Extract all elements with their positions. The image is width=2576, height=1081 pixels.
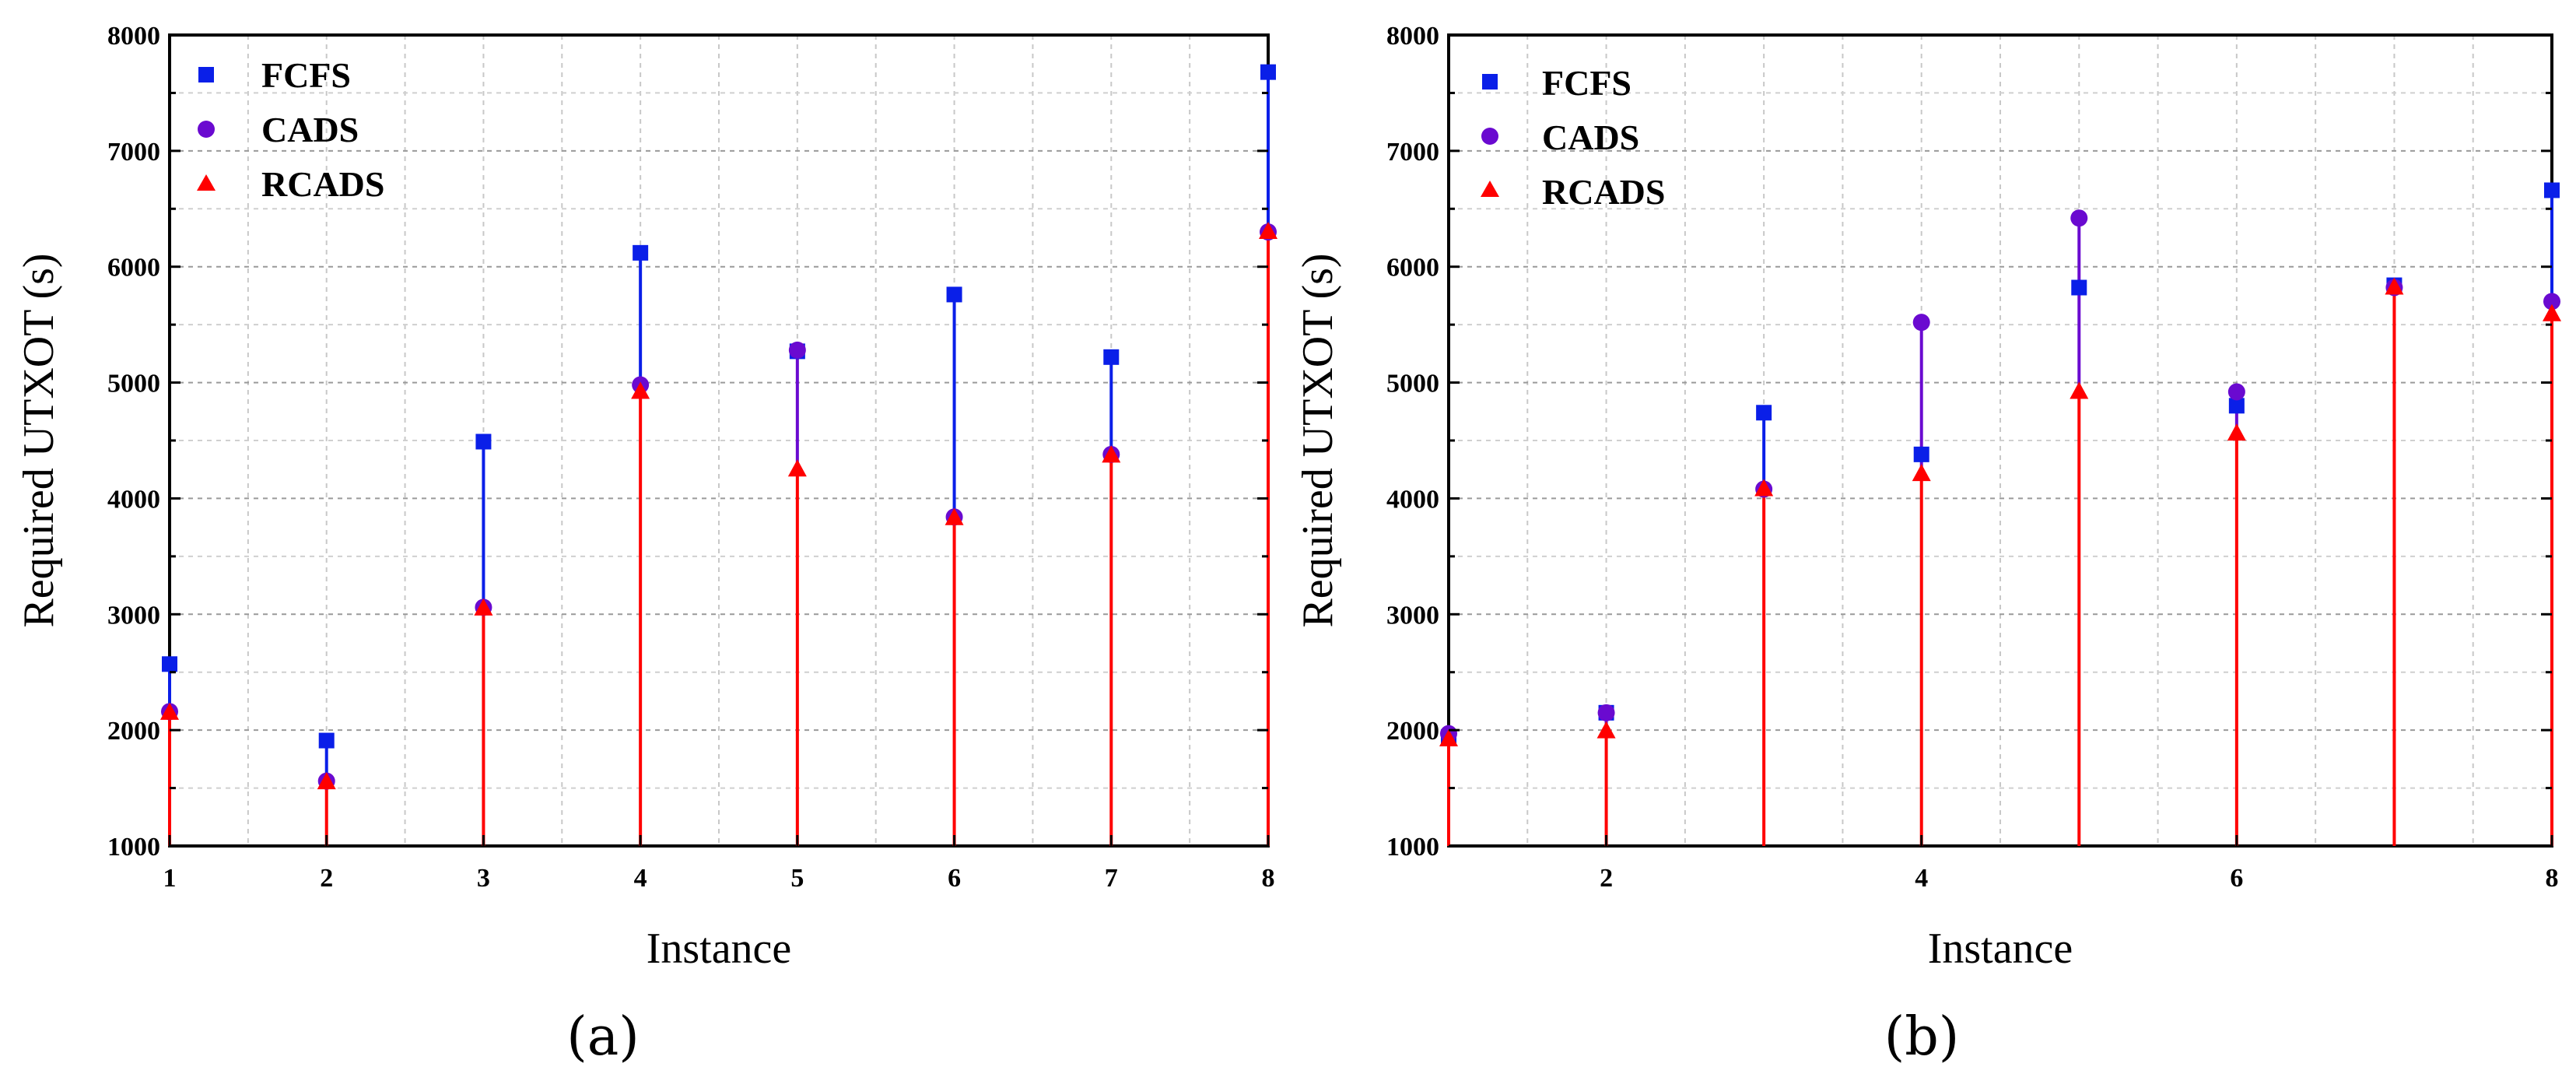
panel-a-markers [160,64,1277,790]
legend-fcfs-marker [1482,74,1498,89]
point-cads [2070,209,2088,227]
point-fcfs [1913,446,1929,462]
legend-rcads-marker [1481,181,1499,197]
x-tick-label: 3 [477,864,490,893]
point-rcads [2385,277,2404,295]
legend-fcfs-label: FCFS [261,55,351,95]
panel-b-y-axis-label: Required UTXOT (s) [1294,253,1342,627]
y-tick-label: 3000 [1386,601,1439,630]
point-rcads [1596,721,1616,739]
legend-cads-marker [198,121,215,138]
y-tick-label: 2000 [1386,717,1439,746]
point-rcads [2543,304,2561,321]
x-tick-label: 8 [1262,864,1275,893]
panel-b-markers [1439,182,2561,747]
y-tick-label: 1000 [107,833,160,862]
point-rcads [317,772,336,790]
panel-b-ticks: 1000 2000 3000 4000 5000 6000 7000 8000 2 4 6 8 [1386,22,2559,893]
panel-a-ticks: 1000 2000 3000 4000 5000 6000 7000 8000 1 2 3 4 5 6 7 8 [107,22,1275,893]
panel-a-caption: (a) [566,1006,640,1068]
point-fcfs [633,244,649,261]
point-fcfs [1756,405,1772,421]
point-fcfs [2228,398,2245,414]
x-tick-label: 6 [948,864,961,893]
point-fcfs [2071,279,2087,296]
x-tick-label: 4 [634,864,647,893]
y-tick-label: 4000 [107,485,160,514]
legend-rcads-label: RCADS [261,164,384,204]
x-tick-label: 6 [2230,864,2243,893]
point-rcads [1102,445,1121,463]
point-fcfs [318,732,335,749]
point-cads [788,341,806,359]
y-tick-label: 6000 [107,254,160,283]
x-tick-label: 5 [790,864,804,893]
y-tick-label: 6000 [1386,254,1439,283]
panel-a-legend: FCFS CADS RCADS [197,55,384,204]
panel-a-y-axis-label: Required UTXOT (s) [15,253,63,627]
y-tick-label: 1000 [1386,833,1439,862]
point-cads [2227,383,2245,401]
y-tick-label: 5000 [1386,370,1439,398]
point-rcads [1912,464,1931,482]
point-cads [1597,704,1615,721]
panel-b-legend: FCFS CADS RCADS [1481,63,1665,212]
point-rcads [2070,381,2089,399]
panel-b-stems [1447,190,2553,846]
point-rcads [787,459,807,477]
legend-cads-marker [1481,128,1498,145]
legend-rcads-label: RCADS [1542,172,1665,212]
point-rcads [945,507,964,525]
y-tick-label: 7000 [107,138,160,167]
x-tick-label: 2 [1600,864,1613,893]
point-fcfs [1260,64,1276,80]
panel-b-caption: (b) [1884,1006,1960,1068]
y-tick-label: 8000 [107,22,160,51]
legend-rcads-marker [197,174,216,191]
point-rcads [1754,479,1774,497]
point-cads [2543,293,2560,311]
panel-a: 1000 2000 3000 4000 5000 6000 7000 8000 1 2 3 4 5 6 7 8… [15,22,1277,1068]
x-tick-label: 4 [1915,864,1928,893]
point-rcads [2227,423,2246,441]
x-tick-label: 1 [163,864,177,893]
point-rcads [1439,729,1458,747]
x-tick-label: 7 [1105,864,1118,893]
point-rcads [631,381,650,399]
point-rcads [160,702,179,720]
panel-a-grid [169,34,1269,847]
point-fcfs [475,433,492,450]
x-tick-label: 2 [320,864,333,893]
point-fcfs [1103,349,1120,365]
y-tick-label: 2000 [107,717,160,746]
legend-cads-label: CADS [261,110,359,149]
y-tick-label: 3000 [107,601,160,630]
point-rcads [1259,222,1277,240]
point-fcfs [162,656,177,672]
panel-a-x-axis-label: Instance [647,925,792,973]
y-tick-label: 5000 [107,370,160,398]
y-tick-label: 8000 [1386,22,1439,51]
point-fcfs [946,286,962,303]
legend-cads-label: CADS [1542,118,1639,157]
point-rcads [474,598,493,616]
panel-b: 1000 2000 3000 4000 5000 6000 7000 8000 2 4 6 8 FCF… [1294,22,2561,1068]
y-tick-label: 4000 [1386,485,1439,514]
legend-fcfs-marker [198,67,214,82]
point-fcfs [2544,182,2560,198]
point-cads [1912,314,1930,332]
y-tick-label: 7000 [1386,138,1439,167]
legend-fcfs-label: FCFS [1542,63,1631,103]
panel-b-x-axis-label: Instance [1928,925,2073,973]
x-tick-label: 8 [2546,864,2559,893]
